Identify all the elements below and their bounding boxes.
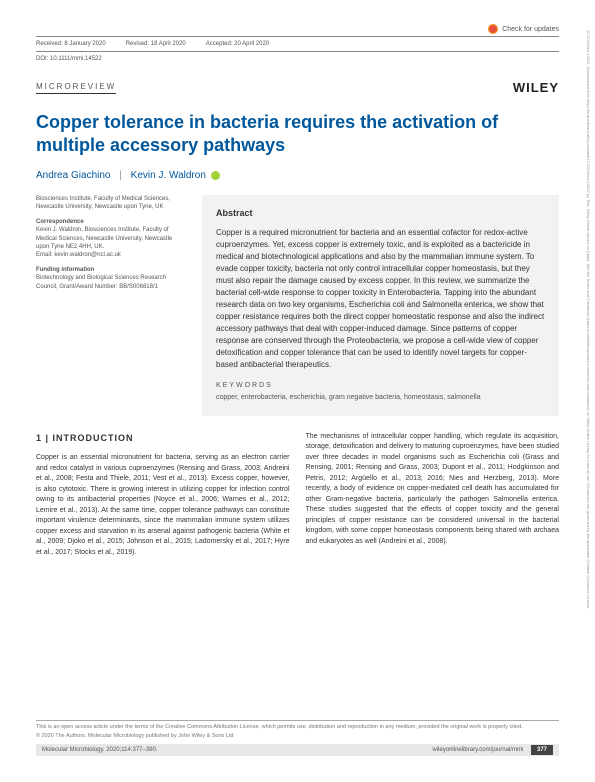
correspondence-text: Kevin J. Waldron, Biosciences Institute,… <box>36 226 186 251</box>
correspondence-heading: Correspondence <box>36 218 186 226</box>
revised-date: Revised: 18 April 2020 <box>126 41 186 47</box>
abstract-heading: Abstract <box>216 207 545 221</box>
author-2: Kevin J. Waldron <box>131 170 206 181</box>
header-row: MICROREVIEW WILEY <box>36 80 559 95</box>
abstract-box: Abstract Copper is a required micronutri… <box>202 195 559 416</box>
accepted-date: Accepted: 20 April 2020 <box>206 41 269 47</box>
section-heading-intro: 1 | INTRODUCTION <box>36 432 290 446</box>
article-title: Copper tolerance in bacteria requires th… <box>36 111 559 156</box>
column-left: 1 | INTRODUCTION Copper is an essential … <box>36 432 290 559</box>
check-updates-label: Check for updates <box>502 26 559 33</box>
column-right: The mechanisms of intracellular copper h… <box>306 432 560 559</box>
page-number: 377 <box>531 745 553 755</box>
body-columns: 1 | INTRODUCTION Copper is an essential … <box>36 432 559 559</box>
funding-text: Biotechnology and Biological Sciences Re… <box>36 274 186 291</box>
sidebar-license-text: 10.1111/mmi.14522, Downloaded from https… <box>586 30 591 730</box>
check-updates-button[interactable]: Check for updates <box>488 24 559 34</box>
journal-citation: Molecular Microbiology. 2020;114:377–390… <box>42 747 158 753</box>
journal-row: Molecular Microbiology. 2020;114:377–390… <box>36 744 559 756</box>
affiliation-column: Biosciences Institute, Faculty of Medica… <box>36 195 186 416</box>
orcid-icon[interactable] <box>211 171 220 180</box>
crossmark-icon <box>488 24 498 34</box>
divider <box>36 51 559 52</box>
keywords-heading: KEYWORDS <box>216 381 545 392</box>
correspondence-email: Email: kevin.waldron@ncl.ac.uk <box>36 251 186 259</box>
topbar: Check for updates <box>36 24 559 34</box>
doi-label: DOI: 10.1111/mmi.14522 <box>36 54 559 68</box>
abstract-text: Copper is a required micronutrient for b… <box>216 227 545 371</box>
received-date: Received: 8 January 2020 <box>36 41 106 47</box>
license-text-2: © 2020 The Authors. Molecular Microbiolo… <box>36 733 559 740</box>
funding-heading: Funding information <box>36 266 186 274</box>
affiliation-text: Biosciences Institute, Faculty of Medica… <box>36 195 186 212</box>
divider <box>36 720 559 721</box>
divider <box>36 36 559 37</box>
article-type: MICROREVIEW <box>36 82 116 94</box>
intro-paragraph-1: Copper is an essential micronutrient for… <box>36 453 290 558</box>
dates-row: Received: 8 January 2020 Revised: 18 Apr… <box>36 39 559 49</box>
footer: This is an open access article under the… <box>36 720 559 756</box>
license-text-1: This is an open access article under the… <box>36 724 559 731</box>
meta-abstract-row: Biosciences Institute, Faculty of Medica… <box>36 195 559 416</box>
author-1: Andrea Giachino <box>36 170 111 181</box>
page-container: Check for updates Received: 8 January 20… <box>0 0 595 570</box>
authors-line: Andrea Giachino | Kevin J. Waldron <box>36 170 559 181</box>
intro-paragraph-2: The mechanisms of intracellular copper h… <box>306 432 560 548</box>
publisher-logo: WILEY <box>513 80 559 95</box>
author-separator: | <box>119 170 122 181</box>
keywords-text: copper, enterobacteria, escherichia, gra… <box>216 393 545 404</box>
journal-url[interactable]: wileyonlinelibrary.com/journal/mmi <box>432 747 523 753</box>
